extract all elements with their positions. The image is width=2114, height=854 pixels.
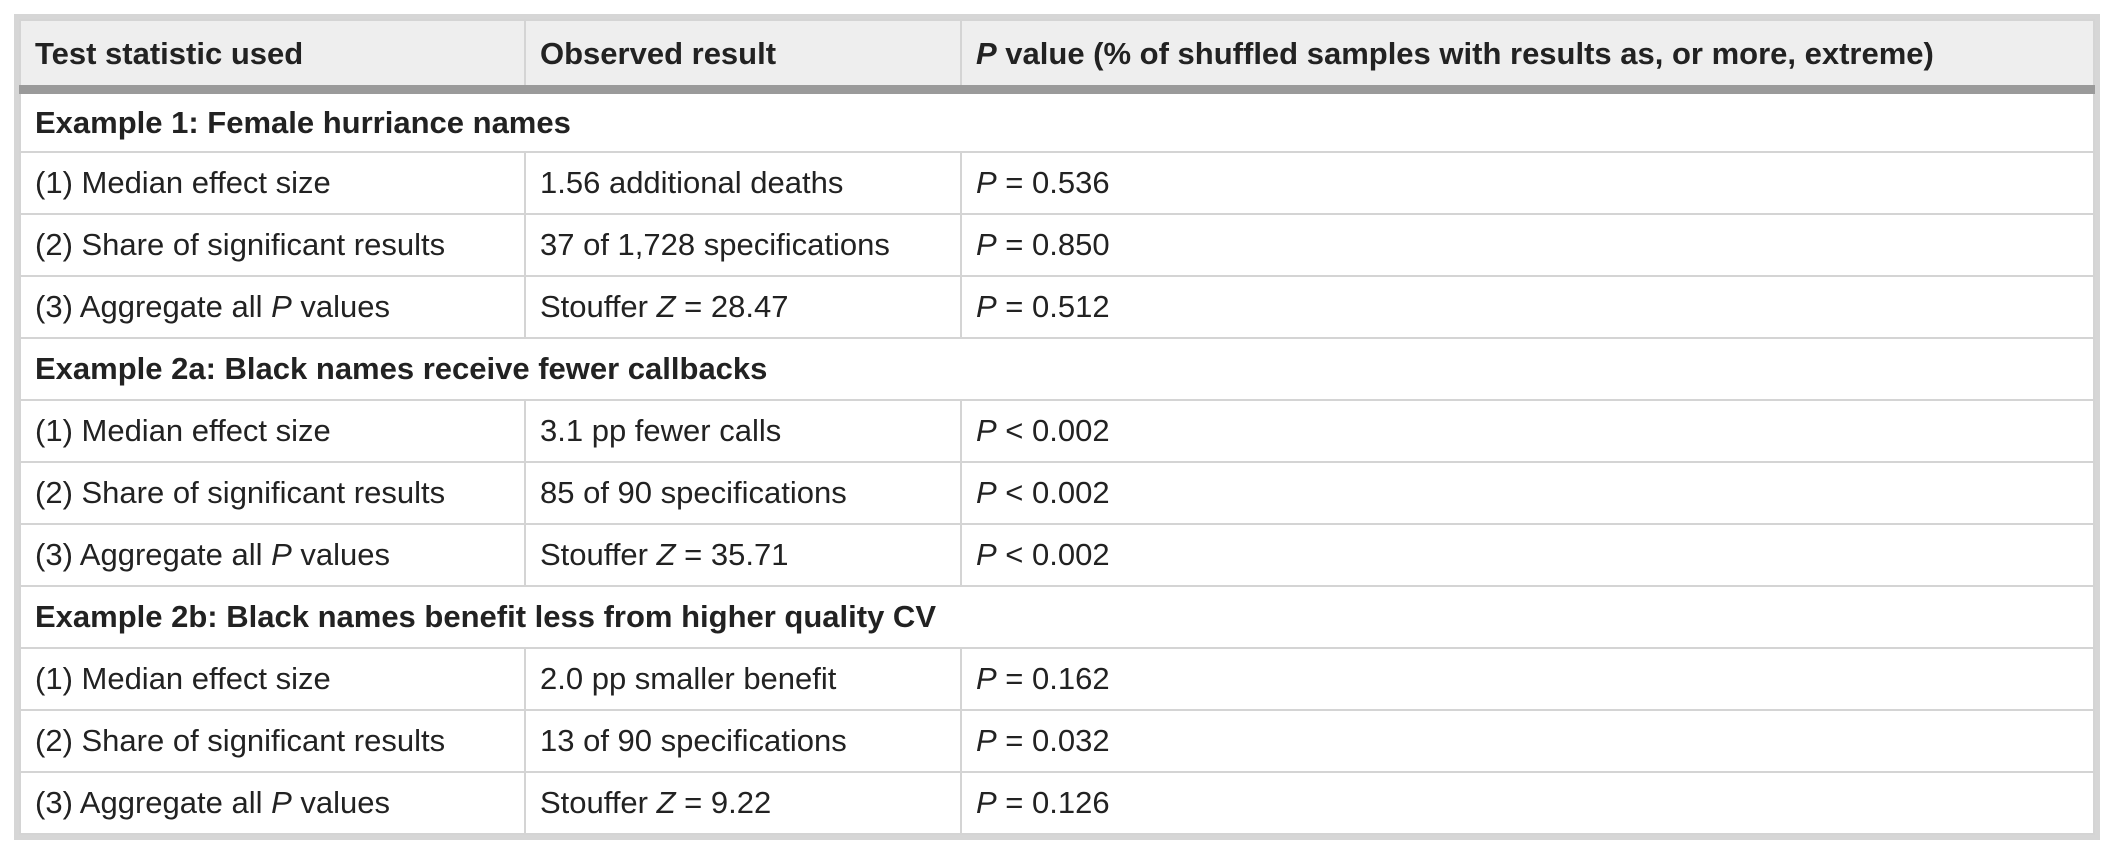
p-value-symbol: P	[976, 723, 997, 758]
test-statistic-text: (2) Share of significant results	[35, 227, 446, 262]
p-value-symbol: P	[976, 165, 997, 200]
test-statistic-symbol: P	[271, 785, 292, 820]
test-statistic-text: (3) Aggregate all	[35, 785, 272, 820]
p-value-text: = 0.126	[996, 785, 1110, 820]
p-value-text: < 0.002	[996, 413, 1110, 448]
section-title: Example 2a: Black names receive fewer ca…	[19, 336, 2095, 401]
observed-result-text: 13 of 90 specifications	[540, 723, 847, 758]
p-value-text: = 0.032	[996, 723, 1110, 758]
test-statistic-suffix: values	[291, 289, 391, 324]
p-value-text: = 0.162	[996, 661, 1110, 696]
test-statistic-text: (2) Share of significant results	[35, 475, 446, 510]
observed-result-cell: Stouffer Z = 35.71	[524, 522, 962, 587]
results-table: Test statistic used Observed result P va…	[19, 19, 2095, 835]
p-value-cell: P = 0.162	[960, 646, 2095, 711]
observed-result-symbol: Z	[656, 289, 676, 324]
p-value-symbol: P	[976, 785, 997, 820]
table-row: (3) Aggregate all P values Stouffer Z = 3…	[19, 522, 2095, 587]
observed-result-value: = 9.22	[675, 785, 772, 820]
table-row: (1) Median effect size 2.0 pp smaller ben…	[19, 646, 2095, 711]
p-value-cell: P = 0.850	[960, 212, 2095, 277]
p-value-symbol: P	[976, 537, 997, 572]
p-value-text: < 0.002	[996, 537, 1110, 572]
observed-result-text: 37 of 1,728 specifications	[540, 227, 890, 262]
table-row: (1) Median effect size 3.1 pp fewer calls…	[19, 398, 2095, 463]
observed-result-symbol: Z	[656, 537, 676, 572]
observed-result-text: Stouffer	[540, 785, 657, 820]
section-title: Example 2b: Black names benefit less fro…	[19, 584, 2095, 649]
p-value-cell: P < 0.002	[960, 522, 2095, 587]
observed-result-cell: 13 of 90 specifications	[524, 708, 962, 773]
p-value-cell: P = 0.032	[960, 708, 2095, 773]
test-statistic-text: (1) Median effect size	[35, 661, 331, 696]
table-row: (3) Aggregate all P values Stouffer Z = 2…	[19, 274, 2095, 339]
p-value-symbol: P	[976, 661, 997, 696]
p-value-cell: P < 0.002	[960, 460, 2095, 525]
section-title: Example 1: Female hurriance names	[19, 88, 2095, 153]
test-statistic-cell: (2) Share of significant results	[19, 460, 526, 525]
observed-result-cell: 37 of 1,728 specifications	[524, 212, 962, 277]
p-value-cell: P < 0.002	[960, 398, 2095, 463]
results-table-container: Test statistic used Observed result P va…	[14, 14, 2100, 840]
p-value-text: < 0.002	[996, 475, 1110, 510]
observed-result-text: 85 of 90 specifications	[540, 475, 847, 510]
section-header-row: Example 1: Female hurriance names	[19, 88, 2095, 153]
table-body: Example 1: Female hurriance names (1) Med…	[19, 88, 2095, 835]
observed-result-text: 1.56 additional deaths	[540, 165, 844, 200]
observed-result-cell: 2.0 pp smaller benefit	[524, 646, 962, 711]
observed-result-text: 2.0 pp smaller benefit	[540, 661, 837, 696]
observed-result-symbol: Z	[656, 785, 676, 820]
p-value-cell: P = 0.536	[960, 150, 2095, 215]
test-statistic-cell: (3) Aggregate all P values	[19, 522, 526, 587]
p-value-text: = 0.512	[996, 289, 1110, 324]
header-observed-result: Observed result	[524, 19, 962, 94]
test-statistic-cell: (1) Median effect size	[19, 646, 526, 711]
p-value-symbol: P	[976, 227, 997, 262]
observed-result-text: Stouffer	[540, 289, 657, 324]
observed-result-cell: Stouffer Z = 9.22	[524, 770, 962, 835]
observed-result-cell: 85 of 90 specifications	[524, 460, 962, 525]
test-statistic-text: (1) Median effect size	[35, 413, 331, 448]
test-statistic-suffix: values	[291, 537, 391, 572]
observed-result-cell: Stouffer Z = 28.47	[524, 274, 962, 339]
p-value-cell: P = 0.126	[960, 770, 2095, 835]
table-row: (2) Share of significant results 85 of 90…	[19, 460, 2095, 525]
test-statistic-cell: (3) Aggregate all P values	[19, 770, 526, 835]
table-row: (1) Median effect size 1.56 additional de…	[19, 150, 2095, 215]
header-p-value: P value (% of shuffled samples with resu…	[960, 19, 2095, 94]
observed-result-text: 3.1 pp fewer calls	[540, 413, 782, 448]
observed-result-cell: 1.56 additional deaths	[524, 150, 962, 215]
table-header-row: Test statistic used Observed result P va…	[19, 19, 2095, 94]
p-value-cell: P = 0.512	[960, 274, 2095, 339]
table-row: (2) Share of significant results 13 of 90…	[19, 708, 2095, 773]
test-statistic-cell: (3) Aggregate all P values	[19, 274, 526, 339]
table-row: (2) Share of significant results 37 of 1,…	[19, 212, 2095, 277]
p-value-symbol: P	[976, 413, 997, 448]
observed-result-value: = 28.47	[675, 289, 789, 324]
observed-result-text: Stouffer	[540, 537, 657, 572]
test-statistic-text: (2) Share of significant results	[35, 723, 446, 758]
p-value-text: = 0.850	[996, 227, 1110, 262]
section-header-row: Example 2a: Black names receive fewer ca…	[19, 336, 2095, 401]
test-statistic-cell: (2) Share of significant results	[19, 212, 526, 277]
test-statistic-symbol: P	[271, 289, 292, 324]
test-statistic-cell: (1) Median effect size	[19, 150, 526, 215]
p-value-text: = 0.536	[996, 165, 1110, 200]
header-test-statistic: Test statistic used	[19, 19, 526, 94]
test-statistic-symbol: P	[271, 537, 292, 572]
table-row: (3) Aggregate all P values Stouffer Z = 9…	[19, 770, 2095, 835]
test-statistic-text: (3) Aggregate all	[35, 289, 272, 324]
test-statistic-suffix: values	[291, 785, 391, 820]
header-p-value-label: value (% of shuffled samples with result…	[996, 35, 1934, 71]
p-value-symbol: P	[976, 475, 997, 510]
test-statistic-text: (3) Aggregate all	[35, 537, 272, 572]
observed-result-cell: 3.1 pp fewer calls	[524, 398, 962, 463]
section-header-row: Example 2b: Black names benefit less fro…	[19, 584, 2095, 649]
test-statistic-cell: (1) Median effect size	[19, 398, 526, 463]
header-p-symbol: P	[976, 35, 997, 71]
p-value-symbol: P	[976, 289, 997, 324]
test-statistic-text: (1) Median effect size	[35, 165, 331, 200]
test-statistic-cell: (2) Share of significant results	[19, 708, 526, 773]
observed-result-value: = 35.71	[675, 537, 789, 572]
